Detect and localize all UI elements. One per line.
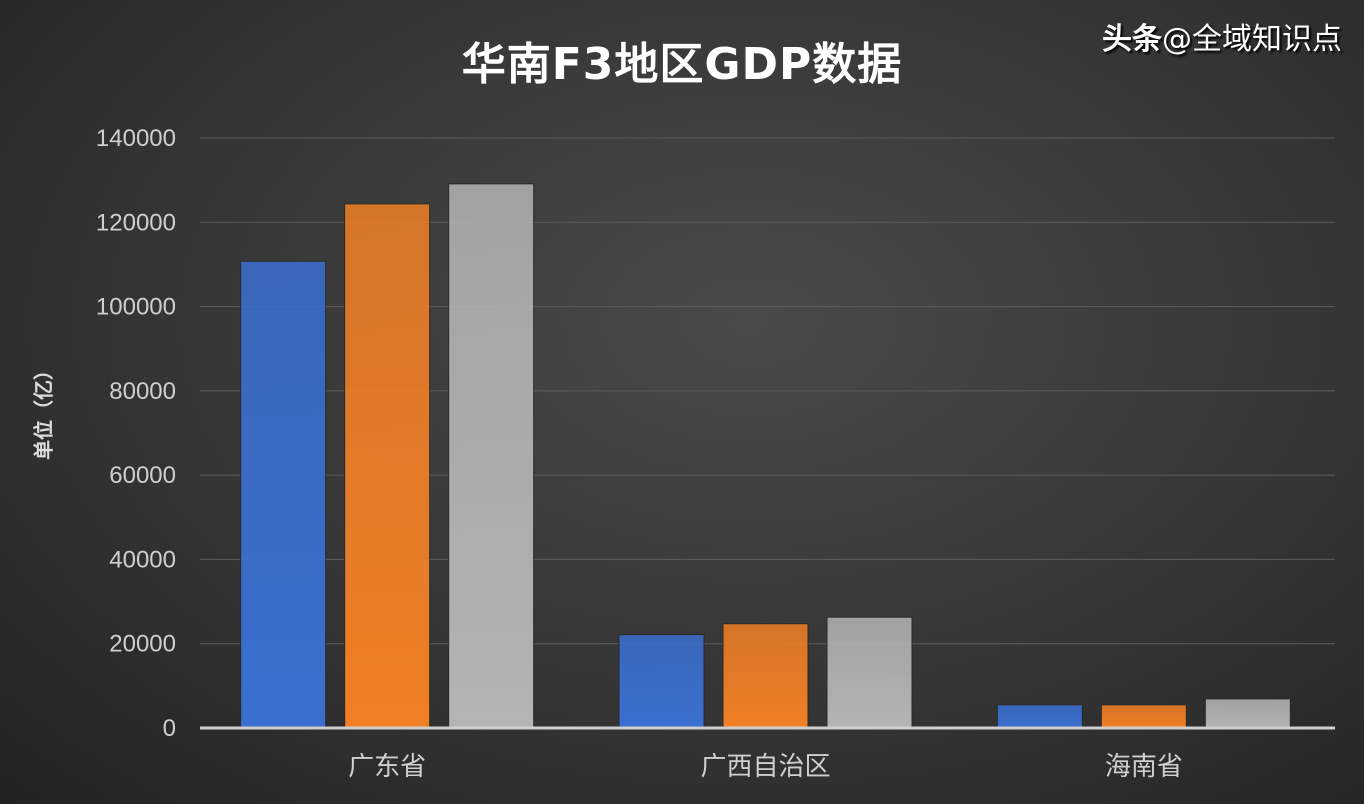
watermark-handle: @全域知识点 (1162, 22, 1342, 57)
bar (722, 623, 809, 729)
bar (618, 634, 705, 729)
bar (344, 203, 431, 729)
bar (996, 704, 1083, 729)
bar (1204, 698, 1291, 729)
x-tick-label: 广西自治区 (700, 752, 830, 782)
y-tick-label: 0 (163, 715, 176, 742)
y-tick-label: 100000 (96, 294, 176, 321)
x-tick-label: 广东省 (348, 752, 426, 782)
y-tick-label: 80000 (109, 378, 176, 405)
watermark-brand: 头条 (1102, 22, 1162, 57)
y-tick-label: 40000 (109, 546, 176, 573)
bar (826, 616, 913, 729)
bar (1100, 704, 1187, 729)
y-tick-label: 60000 (109, 462, 176, 489)
watermark: 头条@全域知识点 (1102, 14, 1342, 58)
y-tick-label: 120000 (96, 209, 176, 236)
bar (240, 260, 327, 729)
y-tick-label: 140000 (96, 125, 176, 152)
chart-title: 华南F3地区GDP数据 (461, 39, 903, 90)
y-tick-label: 20000 (109, 631, 176, 658)
bar (448, 183, 535, 729)
x-tick-label: 海南省 (1105, 752, 1183, 782)
